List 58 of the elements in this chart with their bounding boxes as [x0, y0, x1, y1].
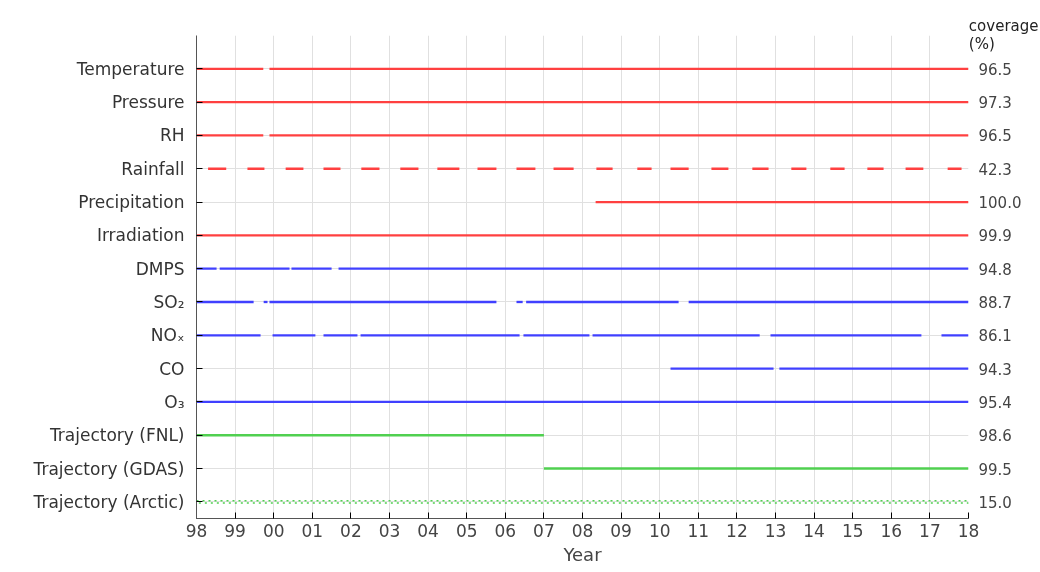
bar — [196, 499, 969, 504]
x-tick-label: 15 — [841, 520, 864, 541]
y2-tick-label: 42.3 — [978, 160, 1012, 179]
y-tick-label: Trajectory (Arctic) — [32, 491, 185, 512]
y2-axis-title: coverage (%) — [968, 16, 1039, 53]
y2-tick-label: 97.3 — [978, 94, 1012, 113]
x-tick-label: 09 — [610, 520, 632, 541]
y2-tick-label: 96.5 — [978, 60, 1012, 79]
bar — [637, 167, 652, 170]
y-tick-label: Irradiation — [96, 225, 185, 246]
y-tick-label: CO — [159, 358, 185, 379]
y-tick-label: Precipitation — [78, 192, 185, 213]
y2-tick-label: 94.3 — [978, 360, 1012, 379]
y2-tick-label: 99.5 — [978, 460, 1012, 479]
x-tick-label: 12 — [726, 520, 748, 541]
x-tick-label: 99 — [224, 520, 246, 541]
y-tick-label: RH — [159, 125, 185, 146]
y2-tick-label: 99.9 — [978, 227, 1012, 246]
bar — [779, 367, 969, 370]
bar — [830, 167, 845, 170]
y2-tick-label: 100.0 — [978, 194, 1022, 213]
y2-tick-label: 94.8 — [978, 260, 1012, 279]
x-tick-label: 10 — [648, 520, 671, 541]
y-tick-label: Trajectory (FNL) — [48, 425, 185, 446]
x-tick-label: 07 — [533, 520, 555, 541]
y-tick-label: Temperature — [75, 58, 185, 79]
x-tick-label: 98 — [185, 520, 208, 541]
y2-tick-label: 88.7 — [978, 293, 1012, 312]
x-tick-label: 18 — [957, 520, 980, 541]
y2-tick-label: 96.5 — [978, 127, 1012, 146]
x-tick-label: 06 — [494, 520, 517, 541]
x-tick-label: 08 — [571, 520, 594, 541]
y2-tick-label: 95.4 — [978, 393, 1012, 412]
y-tick-label: Rainfall — [121, 158, 185, 179]
x-tick-label: 17 — [919, 520, 941, 541]
x-tick-label: 04 — [417, 520, 439, 541]
x-axis-title: Year — [562, 543, 603, 565]
y-tick-label: SO₂ — [153, 291, 185, 312]
x-tick-label: 02 — [340, 520, 362, 541]
x-tick-label: 03 — [378, 520, 401, 541]
y-tick-label: Pressure — [111, 92, 185, 113]
y2-tick-label: 15.0 — [978, 493, 1012, 512]
y-tick-label: O₃ — [164, 391, 185, 412]
x-tick-label: 00 — [262, 520, 285, 541]
bar — [196, 234, 969, 237]
x-tick-label: 05 — [455, 520, 478, 541]
bar — [196, 134, 264, 137]
y-tick-label: NOₓ — [150, 325, 185, 346]
bar — [516, 300, 523, 304]
x-tick-label: 14 — [803, 520, 825, 541]
x-tick-label: 13 — [764, 520, 787, 541]
x-tick-label: 01 — [301, 520, 324, 541]
x-tick-label: 11 — [687, 520, 710, 541]
y-tick-label: Trajectory (GDAS) — [32, 458, 185, 479]
y2-tick-label: 98.6 — [978, 427, 1012, 446]
y-tick-label: DMPS — [135, 258, 185, 279]
y2-tick-label: 86.1 — [978, 327, 1012, 346]
x-tick-label: 16 — [880, 520, 903, 541]
